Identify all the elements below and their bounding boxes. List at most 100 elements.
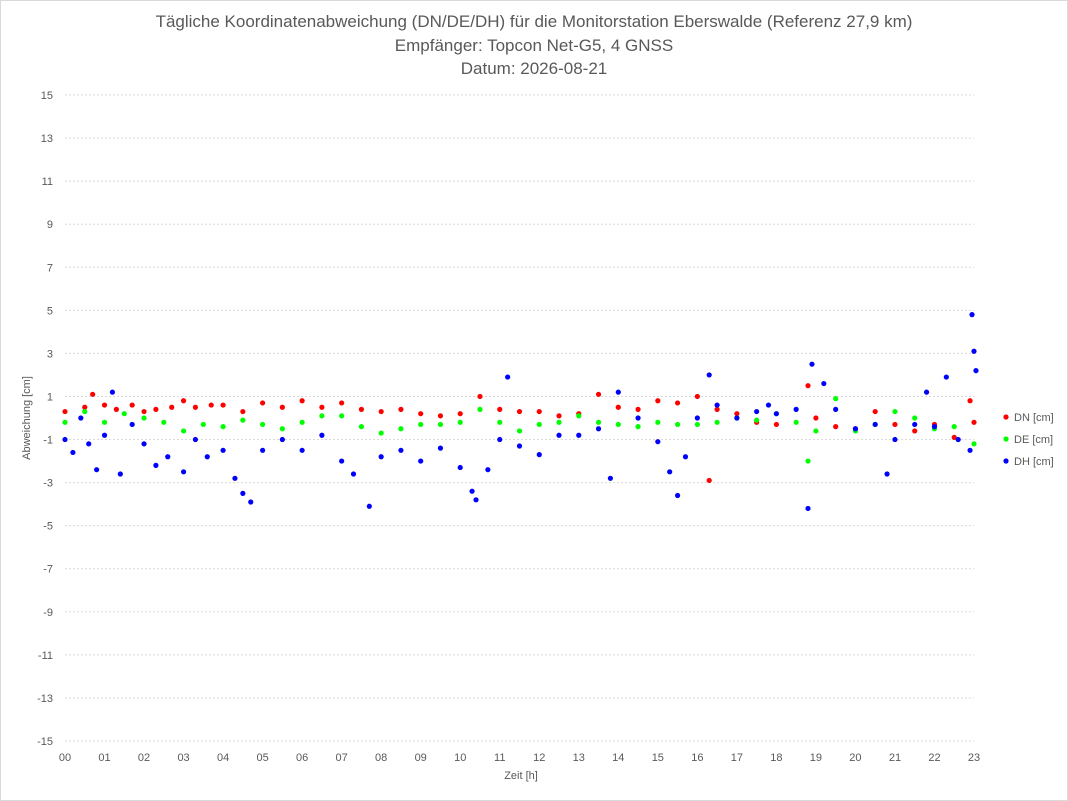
data-point bbox=[694, 421, 700, 428]
data-point bbox=[971, 419, 977, 425]
chart-title: Tägliche Koordinatenabweichung (DN/DE/DH… bbox=[155, 12, 913, 31]
x-tick-label: 09 bbox=[415, 752, 427, 764]
x-tick-label: 02 bbox=[138, 752, 150, 764]
data-point bbox=[714, 402, 720, 408]
data-point bbox=[240, 408, 246, 415]
data-point bbox=[418, 421, 424, 428]
x-tick-label: 11 bbox=[494, 752, 505, 764]
y-tick-label: 13 bbox=[41, 133, 53, 145]
data-point bbox=[607, 475, 614, 481]
data-point bbox=[457, 464, 463, 471]
data-point bbox=[674, 421, 681, 428]
x-tick-label: 10 bbox=[454, 752, 466, 764]
x-tick-label: 00 bbox=[59, 752, 71, 764]
data-points bbox=[62, 312, 979, 512]
y-tick-label: -3 bbox=[43, 478, 53, 490]
data-point bbox=[161, 419, 167, 425]
data-point bbox=[635, 406, 641, 412]
data-point bbox=[793, 419, 799, 425]
data-point bbox=[556, 432, 562, 438]
data-point bbox=[655, 439, 661, 445]
data-point bbox=[398, 426, 404, 432]
series-2 bbox=[62, 312, 979, 512]
data-point bbox=[971, 441, 977, 447]
data-point bbox=[94, 467, 100, 473]
data-point bbox=[912, 428, 918, 434]
data-point bbox=[765, 402, 772, 408]
data-point bbox=[378, 430, 384, 436]
data-point bbox=[884, 471, 890, 477]
data-point bbox=[113, 406, 119, 412]
data-point bbox=[473, 497, 479, 503]
y-tick-label: -7 bbox=[43, 564, 53, 576]
data-point bbox=[101, 402, 108, 408]
x-tick-label: 22 bbox=[928, 752, 940, 764]
data-point bbox=[694, 393, 700, 400]
data-point bbox=[378, 454, 384, 460]
data-point bbox=[232, 475, 238, 481]
data-point bbox=[240, 490, 246, 496]
data-point bbox=[516, 428, 523, 434]
data-point bbox=[923, 389, 930, 395]
chart-subtitle-date: Datum: 2026-08-21 bbox=[460, 59, 608, 78]
data-point bbox=[437, 413, 444, 419]
data-point bbox=[969, 312, 975, 318]
data-point bbox=[694, 415, 700, 421]
data-point bbox=[595, 391, 602, 397]
data-point bbox=[892, 408, 898, 415]
data-point bbox=[70, 449, 76, 456]
data-point bbox=[121, 411, 127, 417]
data-point bbox=[734, 415, 740, 421]
data-point bbox=[180, 428, 187, 434]
x-tick-label: 13 bbox=[573, 752, 585, 764]
data-point bbox=[165, 454, 171, 460]
data-point bbox=[62, 436, 68, 443]
data-point bbox=[516, 443, 523, 449]
data-point bbox=[943, 374, 949, 380]
legend-label: DE [cm] bbox=[1014, 434, 1053, 446]
data-point bbox=[192, 404, 199, 410]
y-tick-label: 5 bbox=[47, 305, 53, 317]
data-point bbox=[299, 419, 305, 425]
x-tick-label: 18 bbox=[770, 752, 782, 764]
data-point bbox=[477, 393, 483, 400]
legend: DN [cm] DE [cm] DH [cm] bbox=[1003, 412, 1054, 468]
x-tick-label: 15 bbox=[652, 752, 664, 764]
data-point bbox=[734, 411, 740, 417]
y-tick-label: 7 bbox=[47, 262, 53, 274]
data-point bbox=[319, 404, 325, 410]
data-point bbox=[169, 404, 175, 410]
data-point bbox=[556, 413, 562, 419]
data-point bbox=[773, 421, 779, 428]
data-point bbox=[971, 348, 977, 354]
data-point bbox=[220, 424, 226, 430]
data-point bbox=[635, 415, 641, 421]
series-0 bbox=[62, 383, 977, 484]
data-point bbox=[497, 436, 503, 443]
data-point bbox=[398, 406, 404, 412]
data-point bbox=[706, 477, 712, 484]
data-point bbox=[339, 400, 345, 406]
data-point bbox=[109, 389, 116, 395]
x-tick-label: 20 bbox=[849, 752, 861, 764]
data-point bbox=[674, 400, 681, 406]
data-point bbox=[773, 411, 779, 417]
grid-lines bbox=[65, 94, 974, 742]
y-axis-label: Abweichung [cm] bbox=[21, 376, 33, 460]
data-point bbox=[931, 424, 938, 430]
data-point bbox=[595, 419, 602, 425]
y-tick-label: 15 bbox=[41, 90, 53, 102]
legend-label: DN [cm] bbox=[1014, 412, 1054, 424]
data-point bbox=[366, 503, 372, 509]
data-point bbox=[951, 434, 957, 440]
data-point bbox=[82, 404, 88, 410]
data-point bbox=[299, 447, 305, 453]
data-point bbox=[469, 488, 475, 494]
data-point bbox=[655, 398, 661, 404]
data-point bbox=[809, 361, 815, 367]
y-tick-label: -1 bbox=[43, 435, 53, 447]
data-point bbox=[793, 406, 799, 412]
data-point bbox=[872, 408, 878, 415]
data-point bbox=[536, 452, 542, 458]
